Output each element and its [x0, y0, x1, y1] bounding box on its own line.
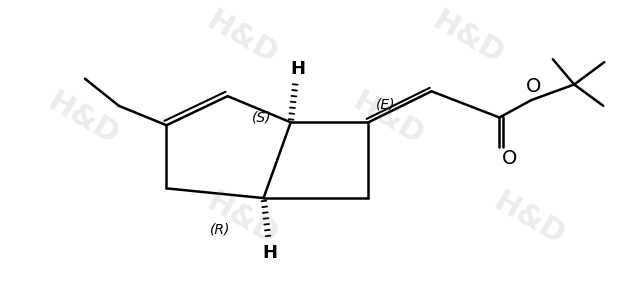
Text: H&D: H&D [427, 6, 508, 70]
Text: H&D: H&D [488, 187, 570, 250]
Text: O: O [526, 77, 541, 96]
Text: H: H [263, 244, 278, 262]
Text: (E): (E) [376, 98, 396, 112]
Text: H&D: H&D [348, 88, 429, 151]
Text: H: H [290, 60, 305, 78]
Text: (S): (S) [252, 110, 272, 124]
Text: H&D: H&D [201, 187, 282, 250]
Text: H&D: H&D [201, 6, 282, 70]
Text: H&D: H&D [42, 88, 123, 151]
Text: (R): (R) [210, 222, 230, 236]
Text: O: O [501, 149, 517, 168]
